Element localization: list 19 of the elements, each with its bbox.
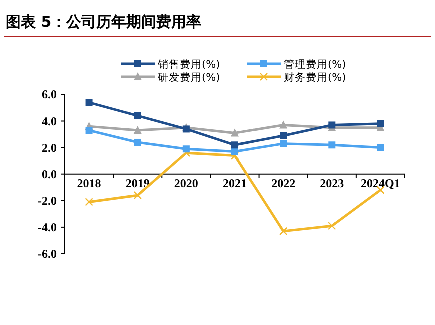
y-tick-label: -4.0: [38, 220, 57, 234]
x-tick-label: 2023: [320, 176, 344, 190]
x-tick-label: 2020: [174, 176, 198, 190]
legend-label: 管理费用(%): [284, 58, 346, 71]
x-tick-label: 2024Q1: [361, 176, 400, 190]
y-tick-label: 4.0: [42, 114, 57, 128]
chart-title: 图表 5：公司历年期间费用率: [6, 13, 202, 31]
x-tick-label: 2018: [77, 176, 102, 190]
y-tick-label: 0.0: [42, 167, 57, 182]
x-tick-label: 2021: [223, 176, 247, 190]
legend-label: 销售费用(%): [157, 58, 220, 71]
legend-label: 研发费用(%): [158, 71, 220, 84]
y-tick-label: -6.0: [38, 247, 57, 261]
y-tick-label: 2.0: [42, 140, 57, 155]
y-tick-label: 6.0: [42, 88, 57, 102]
legend-label: 财务费用(%): [284, 71, 346, 84]
y-tick-label: -2.0: [38, 194, 57, 208]
x-tick-label: 2022: [272, 176, 296, 190]
x-tick-label: 2019: [126, 176, 150, 190]
